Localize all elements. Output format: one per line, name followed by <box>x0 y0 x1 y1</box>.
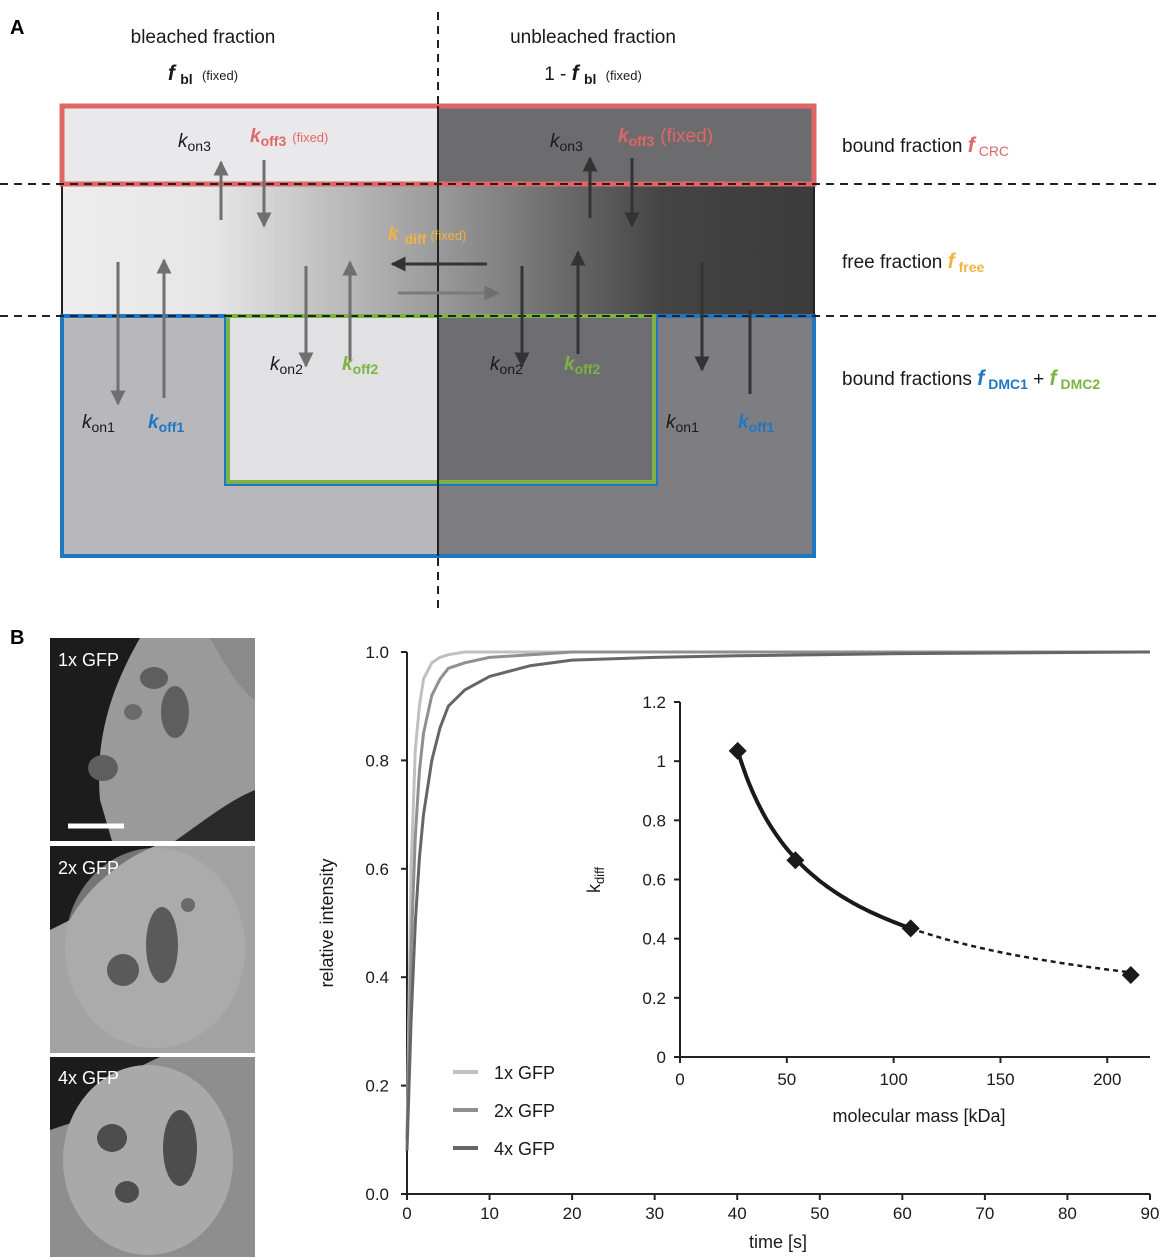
recovery-xtick-label: 30 <box>645 1204 664 1223</box>
recovery-xlabel: time [s] <box>749 1232 807 1252</box>
recovery-ytick-label: 0.0 <box>365 1185 389 1204</box>
kon1-unbleached-label: kon1 <box>666 412 699 435</box>
crc-bleached-region <box>62 106 438 184</box>
micrograph-2x-label: 2x GFP <box>58 858 119 878</box>
koff1-bleached-label: koff1 <box>148 412 184 435</box>
kon1-bleached-label: kon1 <box>82 412 115 435</box>
unbleached-title: unbleached fraction <box>510 27 676 48</box>
legend-label-2: 2x GFP <box>494 1101 555 1121</box>
recovery-legend: 1x GFP 2x GFP 4x GFP <box>453 1063 555 1159</box>
recovery-xtick-label: 80 <box>1058 1204 1077 1223</box>
bound-fraction-crc-label: bound fraction f CRC <box>842 134 1009 159</box>
micrograph-1x-gfp: 1x GFP <box>50 638 255 841</box>
recovery-xtick-label: 60 <box>893 1204 912 1223</box>
recovery-xtick-label: 40 <box>728 1204 747 1223</box>
koff3-unbleached-label: koff3 (fixed) <box>618 126 713 149</box>
recovery-xtick-label: 90 <box>1141 1204 1160 1223</box>
inset-ytick-label: 0 <box>657 1048 666 1067</box>
inset-fit-dashed <box>910 927 1131 974</box>
recovery-ytick-label: 0.8 <box>365 751 389 770</box>
recovery-xtick-label: 0 <box>402 1204 411 1223</box>
unbleached-fraction-label: 1 - f bl (fixed) <box>544 62 642 89</box>
recovery-ylabel: relative intensity <box>317 858 337 987</box>
recovery-ytick-label: 0.4 <box>365 968 389 987</box>
inset-xlabel: molecular mass [kDa] <box>832 1106 1005 1126</box>
panel-b-letter: B <box>10 627 24 649</box>
recovery-ytick-label: 0.2 <box>365 1077 389 1096</box>
dmc2-unbleached-region <box>438 318 654 482</box>
inset-xtick-label: 100 <box>879 1070 907 1089</box>
recovery-series-2 <box>405 650 1150 1140</box>
micrograph-4x-label: 4x GFP <box>58 1068 119 1088</box>
crc-unbleached-region <box>438 106 814 184</box>
inset-point-1 <box>728 741 747 760</box>
inset-ylabel: kdiff <box>584 867 607 893</box>
inset-point-3 <box>901 919 920 938</box>
kdiff-label: k diff (fixed) <box>388 224 466 247</box>
dmc2-bleached-region <box>226 318 438 482</box>
recovery-series-3 <box>405 650 1151 1151</box>
recovery-series-1 <box>405 650 1150 1140</box>
inset-ytick-label: 1.2 <box>642 693 666 712</box>
recovery-xtick-label: 70 <box>975 1204 994 1223</box>
inset-xtick-label: 150 <box>986 1070 1014 1089</box>
recovery-chart: 0 10 20 30 40 50 60 70 80 900.00.20.40.60.81.0 re… <box>317 643 1159 1252</box>
panel-a-letter: A <box>10 17 24 39</box>
inset-ytick-label: 0.4 <box>642 930 666 949</box>
free-fraction-label: free fraction f free <box>842 250 985 275</box>
inset-point-2 <box>786 851 805 870</box>
inset-xtick-label: 200 <box>1093 1070 1121 1089</box>
inset-ytick-label: 0.8 <box>642 811 666 830</box>
micrograph-2x-gfp: 2x GFP <box>50 846 255 1053</box>
koff2-bleached-label: koff2 <box>342 354 378 377</box>
recovery-xtick-label: 20 <box>563 1204 582 1223</box>
bound-fractions-dmc-label: bound fractions f DMC1 + f DMC2 <box>842 367 1100 392</box>
inset-fit-solid <box>735 750 912 931</box>
kon2-bleached-label: kon2 <box>270 354 303 377</box>
micrograph-4x-gfp: 4x GFP <box>50 1057 255 1257</box>
recovery-ytick-label: 1.0 <box>365 643 389 662</box>
inset-xtick-label: 0 <box>675 1070 684 1089</box>
inset-background <box>618 690 1154 1076</box>
inset-ytick-label: 0.2 <box>642 989 666 1008</box>
koff2-unbleached-label: koff2 <box>564 354 600 377</box>
legend-label-3: 4x GFP <box>494 1139 555 1159</box>
micrograph-1x-label: 1x GFP <box>58 650 119 670</box>
kdiff-inset-chart: 0 50 100 150 200 0 0.2 0.4 0.6 0.8 1 1.2 kdiff mole… <box>584 690 1154 1126</box>
legend-label-1: 1x GFP <box>494 1063 555 1083</box>
kon2-unbleached-label: kon2 <box>490 354 523 377</box>
rate-arrows <box>110 156 752 406</box>
inset-point-4 <box>1121 966 1140 985</box>
inset-ytick-label: 0.6 <box>642 871 666 890</box>
recovery-xtick-label: 50 <box>810 1204 829 1223</box>
koff1-unbleached-label: koff1 <box>738 412 774 435</box>
inset-ytick-label: 1 <box>657 752 666 771</box>
kon3-unbleached-label: kon3 <box>550 131 583 154</box>
bleached-title: bleached fraction <box>131 27 276 48</box>
inset-xtick-label: 50 <box>777 1070 796 1089</box>
bleached-fraction-label: f bl (fixed) <box>168 62 238 89</box>
koff3-bleached-label: koff3 (fixed) <box>250 126 328 149</box>
kon3-bleached-label: kon3 <box>178 131 211 154</box>
recovery-xtick-label: 10 <box>480 1204 499 1223</box>
recovery-ytick-label: 0.6 <box>365 860 389 879</box>
